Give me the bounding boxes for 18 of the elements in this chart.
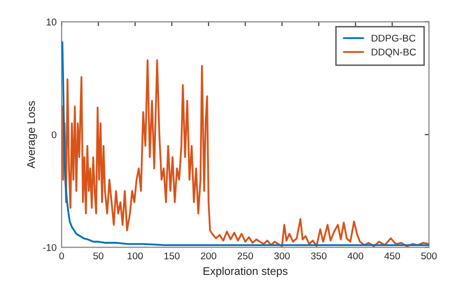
x-tick-label: 200: [200, 252, 216, 260]
x-axis-title: Exploration steps: [204, 266, 288, 278]
x-tick-label: 50: [93, 252, 104, 260]
y-tick-label: 10: [46, 18, 56, 26]
x-tick-label: 100: [128, 252, 143, 260]
x-tick-label: 350: [311, 252, 326, 260]
x-tick-label: 400: [348, 252, 364, 260]
x-tick-label: 250: [238, 252, 254, 260]
x-tick-label: 500: [421, 252, 437, 260]
x-tick-label: 450: [384, 252, 400, 260]
x-tick-label: 0: [59, 252, 64, 260]
x-tick-label: 150: [164, 252, 180, 260]
x-tick-label: 300: [274, 252, 290, 260]
legend-label: DDPG-BC: [372, 34, 416, 42]
y-tick-label: -10: [43, 244, 56, 251]
y-tick-label: 0: [52, 131, 56, 138]
y-axis-title: Average Loss: [27, 101, 38, 168]
legend-label: DDQN-BC: [372, 48, 416, 58]
